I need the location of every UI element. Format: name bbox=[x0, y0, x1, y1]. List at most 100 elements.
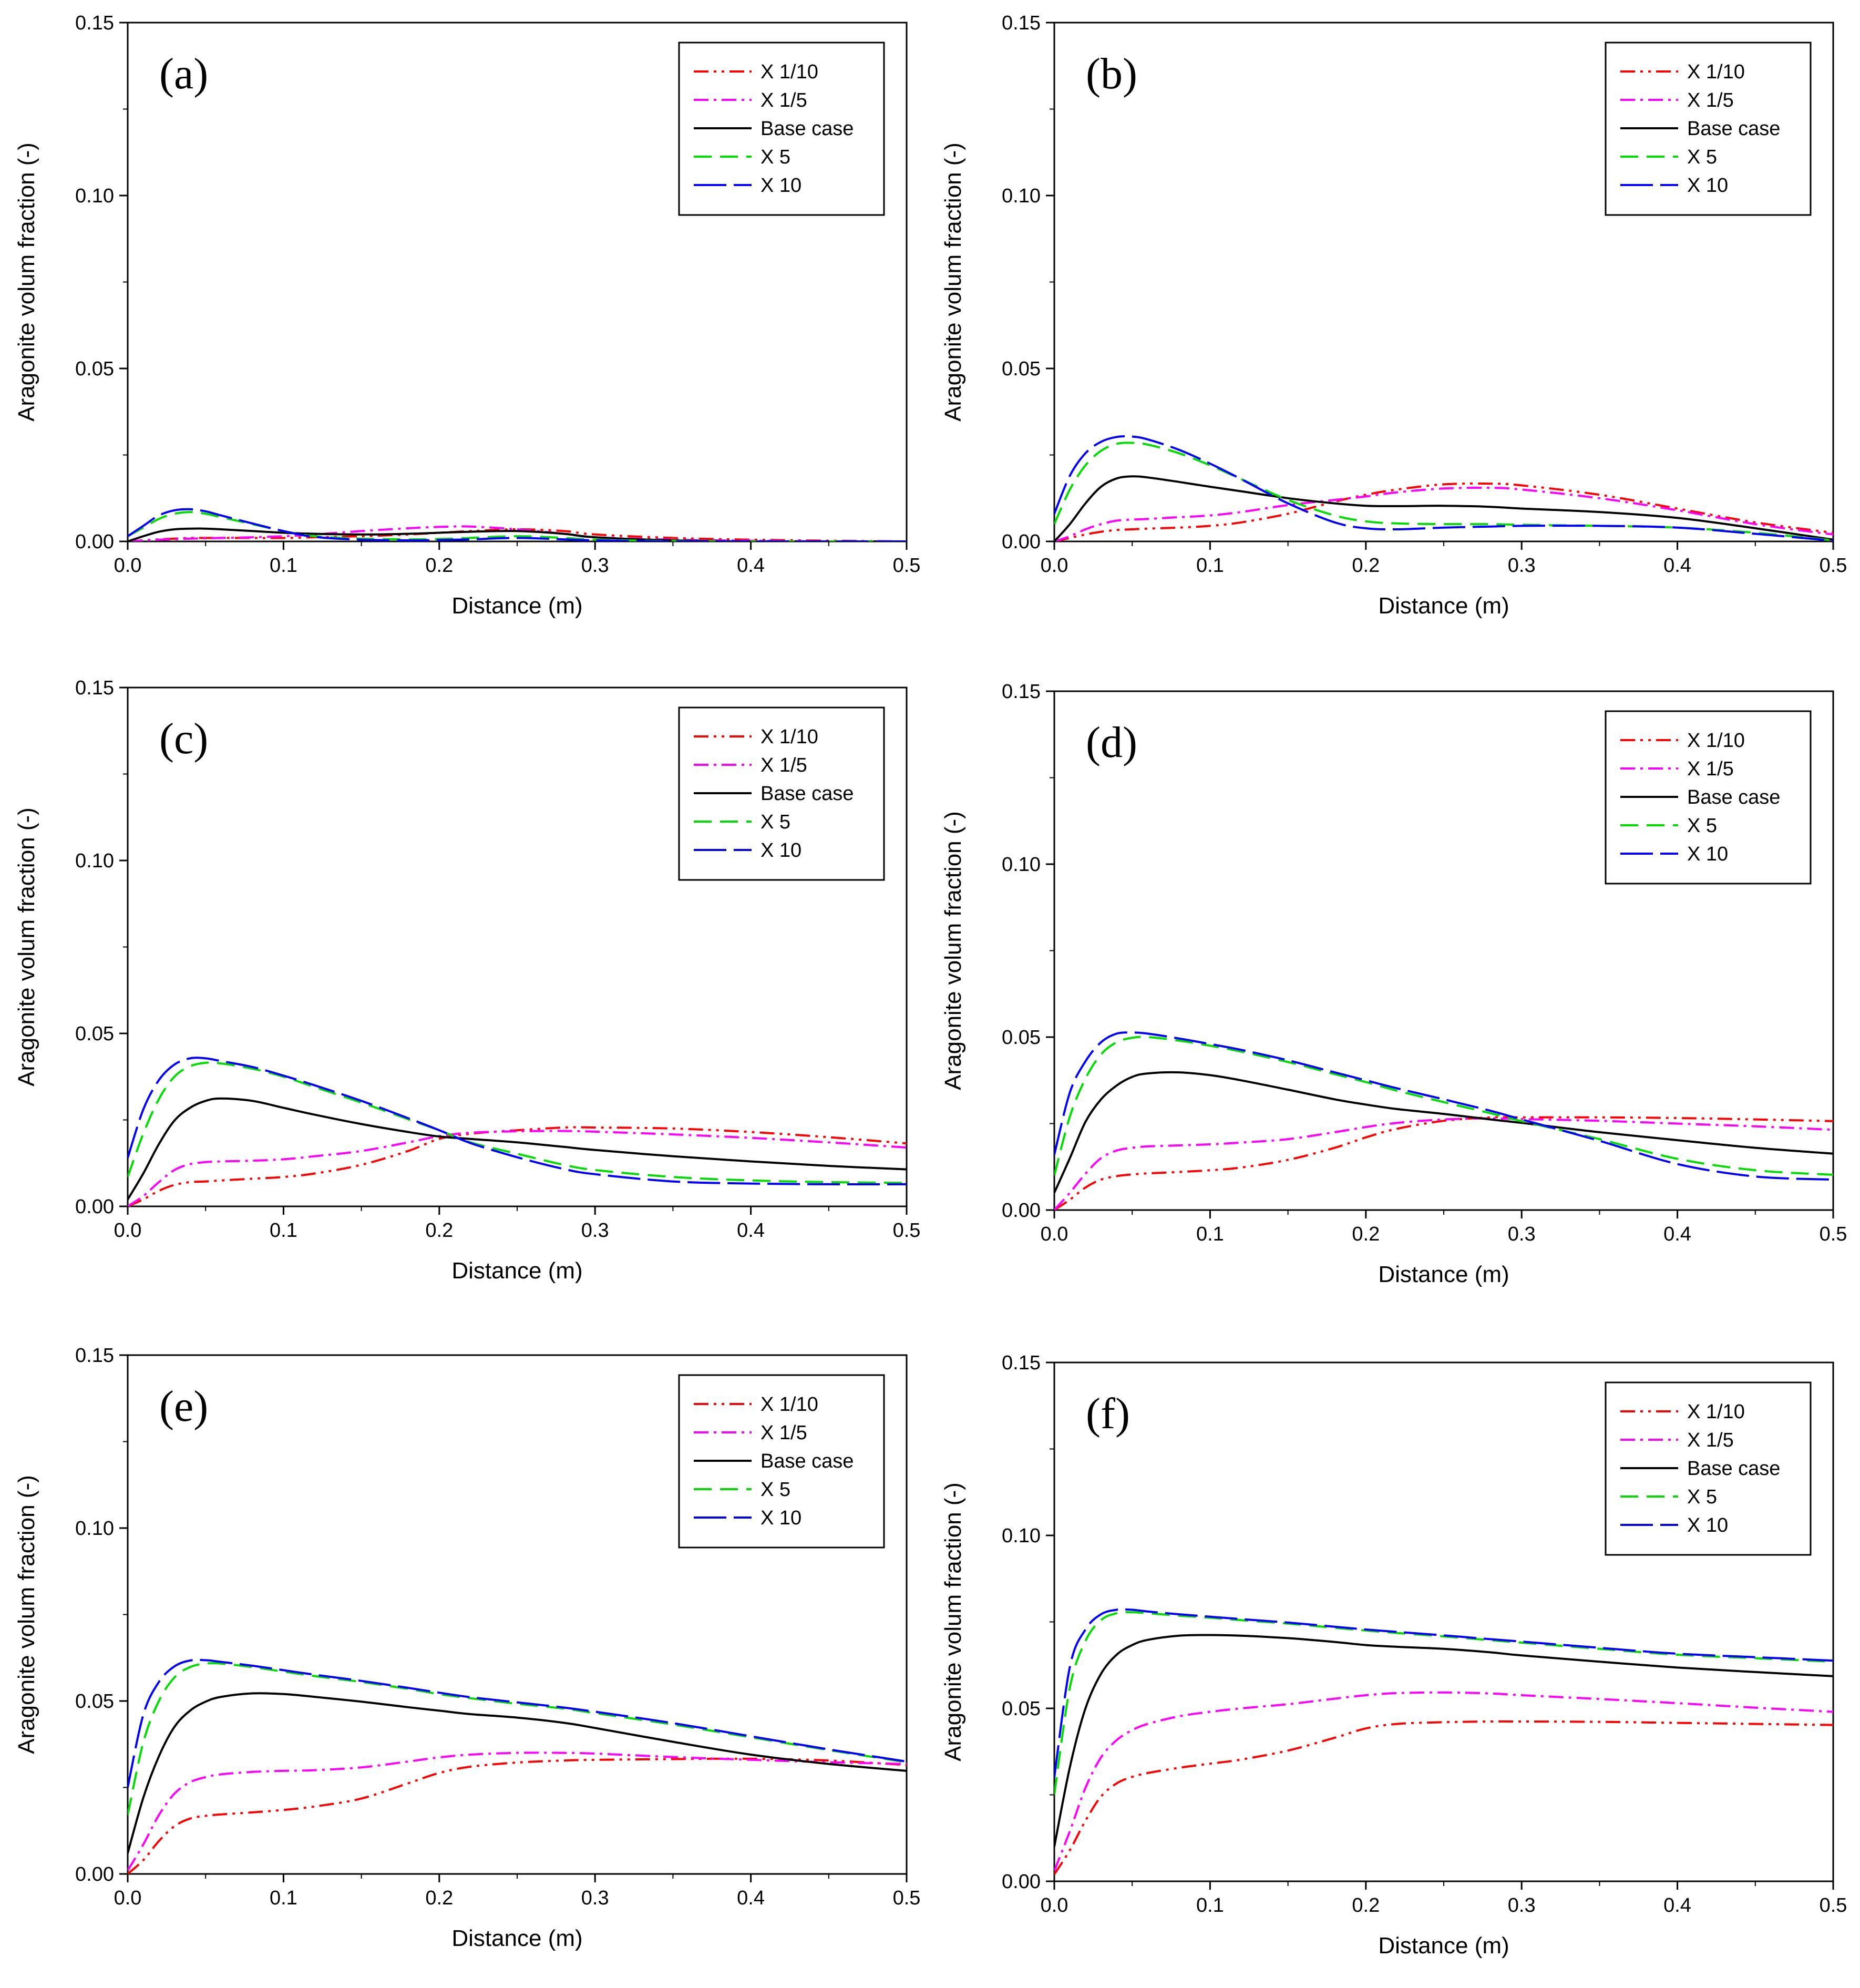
y-axis-title: Aragonite volum fraction (-) bbox=[14, 142, 39, 422]
legend: X 1/10 X 1/5 Base case X 5 X 10 bbox=[678, 1374, 885, 1549]
x-axis-title: Distance (m) bbox=[1378, 593, 1509, 619]
x-tick-label: 0.1 bbox=[1196, 1894, 1224, 1917]
series-line-x-1-10 bbox=[1054, 1116, 1833, 1210]
y-tick-label: 0.05 bbox=[1002, 1698, 1041, 1720]
legend-entry-label: X 10 bbox=[761, 1507, 801, 1529]
x-tick-label: 0.5 bbox=[893, 1887, 921, 1909]
x-tick-label: 0.4 bbox=[1663, 1894, 1691, 1917]
series-line-x-10 bbox=[1054, 1031, 1833, 1181]
y-tick-label: 0.00 bbox=[75, 531, 114, 553]
y-tick-label: 0.15 bbox=[1002, 1352, 1041, 1374]
x-tick-label: 0.4 bbox=[1663, 1223, 1691, 1245]
legend-entry-label: X 5 bbox=[1687, 146, 1717, 168]
legend-entry-label: X 1/10 bbox=[1687, 61, 1745, 83]
series-line-x-1-10 bbox=[128, 1126, 907, 1206]
series-line-base-case bbox=[128, 1097, 907, 1200]
x-tick-label: 0.2 bbox=[1352, 555, 1380, 577]
legend-entry-label: X 1/10 bbox=[761, 726, 818, 748]
series-line-x-1-5 bbox=[1054, 1117, 1833, 1210]
y-tick-label: 0.05 bbox=[75, 1023, 114, 1045]
y-tick-label: 0.15 bbox=[75, 1345, 114, 1367]
panel-c: 0.0 0.1 0.2 0.3 0.4 0.5 0.00 0.05 0.10 0.15 Distan… bbox=[14, 677, 920, 1284]
y-tick-label: 0.00 bbox=[1002, 1200, 1041, 1222]
y-axis-title: Aragonite volum fraction (-) bbox=[940, 142, 966, 422]
y-tick-label: 0.10 bbox=[75, 185, 114, 207]
x-tick-label: 0.4 bbox=[1663, 555, 1691, 577]
x-axis-title: Distance (m) bbox=[451, 1925, 582, 1951]
y-tick-label: 0.15 bbox=[75, 677, 114, 699]
series-line-x-5 bbox=[128, 1061, 907, 1184]
x-tick-label: 0.1 bbox=[270, 555, 297, 577]
legend-entry-label: X 5 bbox=[761, 811, 790, 833]
legend-entry-label: X 1/5 bbox=[1687, 89, 1734, 111]
y-tick-label: 0.10 bbox=[1002, 1525, 1041, 1547]
panel-b: 0.0 0.1 0.2 0.3 0.4 0.5 0.00 0.05 0.10 0.15 Distan… bbox=[940, 12, 1847, 619]
x-tick-label: 0.1 bbox=[270, 1220, 297, 1242]
x-tick-label: 0.2 bbox=[425, 1887, 453, 1909]
panel-e: 0.0 0.1 0.2 0.3 0.4 0.5 0.00 0.05 0.10 0.15 Distan… bbox=[14, 1345, 920, 1951]
y-axis-title: Aragonite volum fraction (-) bbox=[940, 811, 966, 1090]
x-tick-label: 0.1 bbox=[270, 1887, 297, 1909]
legend: X 1/10 X 1/5 Base case X 5 X 10 bbox=[678, 706, 885, 881]
legend-entry-label: X 5 bbox=[761, 146, 790, 168]
x-tick-label: 0.0 bbox=[114, 555, 142, 577]
y-tick-label: 0.15 bbox=[75, 12, 114, 34]
legend-entry-label: Base case bbox=[761, 783, 854, 805]
x-tick-label: 0.0 bbox=[114, 1220, 142, 1242]
series-line-x-5 bbox=[1054, 1611, 1833, 1795]
legend-entry-label: X 1/10 bbox=[761, 61, 818, 83]
panel-label: (a) bbox=[159, 49, 208, 98]
legend-entry-label: X 1/5 bbox=[1687, 758, 1734, 780]
y-axis-title: Aragonite volum fraction (-) bbox=[940, 1482, 966, 1761]
legend-entry-label: X 1/5 bbox=[761, 1422, 807, 1444]
legend-entry-label: Base case bbox=[1687, 786, 1780, 808]
x-tick-label: 0.1 bbox=[1196, 1223, 1224, 1245]
y-axis-title: Aragonite volum fraction (-) bbox=[14, 807, 39, 1087]
x-axis-title: Distance (m) bbox=[451, 1258, 582, 1284]
y-tick-label: 0.10 bbox=[1002, 185, 1041, 207]
x-tick-label: 0.3 bbox=[581, 555, 609, 577]
x-tick-label: 0.0 bbox=[1041, 555, 1068, 577]
legend-entry-label: Base case bbox=[1687, 1458, 1780, 1480]
panel-label: (e) bbox=[159, 1382, 208, 1431]
legend-entry-label: X 10 bbox=[1687, 175, 1728, 197]
x-axis-title: Distance (m) bbox=[1378, 1933, 1509, 1959]
x-tick-label: 0.5 bbox=[1820, 1223, 1847, 1245]
x-tick-label: 0.3 bbox=[1508, 1223, 1536, 1245]
panel-label: (c) bbox=[159, 714, 208, 763]
series-group bbox=[1054, 1031, 1833, 1210]
panel-f: 0.0 0.1 0.2 0.3 0.4 0.5 0.00 0.05 0.10 0.15 Distan… bbox=[940, 1352, 1847, 1959]
series-line-x-10 bbox=[128, 1658, 907, 1788]
y-tick-label: 0.05 bbox=[75, 358, 114, 380]
x-tick-label: 0.2 bbox=[425, 555, 453, 577]
series-line-base-case bbox=[1054, 1634, 1833, 1847]
x-tick-label: 0.5 bbox=[1820, 555, 1847, 577]
y-tick-label: 0.05 bbox=[1002, 358, 1041, 380]
legend: X 1/10 X 1/5 Base case X 5 X 10 bbox=[1605, 710, 1812, 885]
legend: X 1/10 X 1/5 Base case X 5 X 10 bbox=[678, 42, 885, 216]
panel-d: 0.0 0.1 0.2 0.3 0.4 0.5 0.00 0.05 0.10 0.15 Distan… bbox=[940, 681, 1847, 1287]
x-tick-label: 0.0 bbox=[114, 1887, 142, 1909]
panel-a: 0.0 0.1 0.2 0.3 0.4 0.5 0.00 0.05 0.10 0.15 Distan… bbox=[14, 12, 920, 619]
legend-entry-label: X 1/10 bbox=[761, 1393, 818, 1416]
y-tick-label: 0.10 bbox=[75, 1518, 114, 1540]
x-tick-label: 0.3 bbox=[581, 1220, 609, 1242]
series-line-x-1-5 bbox=[1054, 1691, 1833, 1872]
legend-entry-label: X 10 bbox=[761, 175, 801, 197]
x-tick-label: 0.0 bbox=[1041, 1894, 1068, 1917]
series-line-base-case bbox=[1054, 1071, 1833, 1193]
x-tick-label: 0.4 bbox=[737, 1887, 765, 1909]
series-line-base-case bbox=[1054, 475, 1833, 541]
x-tick-label: 0.5 bbox=[893, 1220, 921, 1242]
x-tick-label: 0.2 bbox=[425, 1220, 453, 1242]
legend: X 1/10 X 1/5 Base case X 5 X 10 bbox=[1605, 42, 1812, 216]
y-tick-label: 0.10 bbox=[75, 850, 114, 872]
y-tick-label: 0.00 bbox=[75, 1196, 114, 1218]
legend-entry-label: Base case bbox=[1687, 118, 1780, 140]
legend-entry-label: X 5 bbox=[761, 1479, 790, 1501]
legend-entry-label: Base case bbox=[761, 1450, 854, 1472]
x-tick-label: 0.2 bbox=[1352, 1223, 1380, 1245]
series-group bbox=[128, 1057, 907, 1206]
y-axis-title: Aragonite volum fraction (-) bbox=[14, 1475, 39, 1754]
